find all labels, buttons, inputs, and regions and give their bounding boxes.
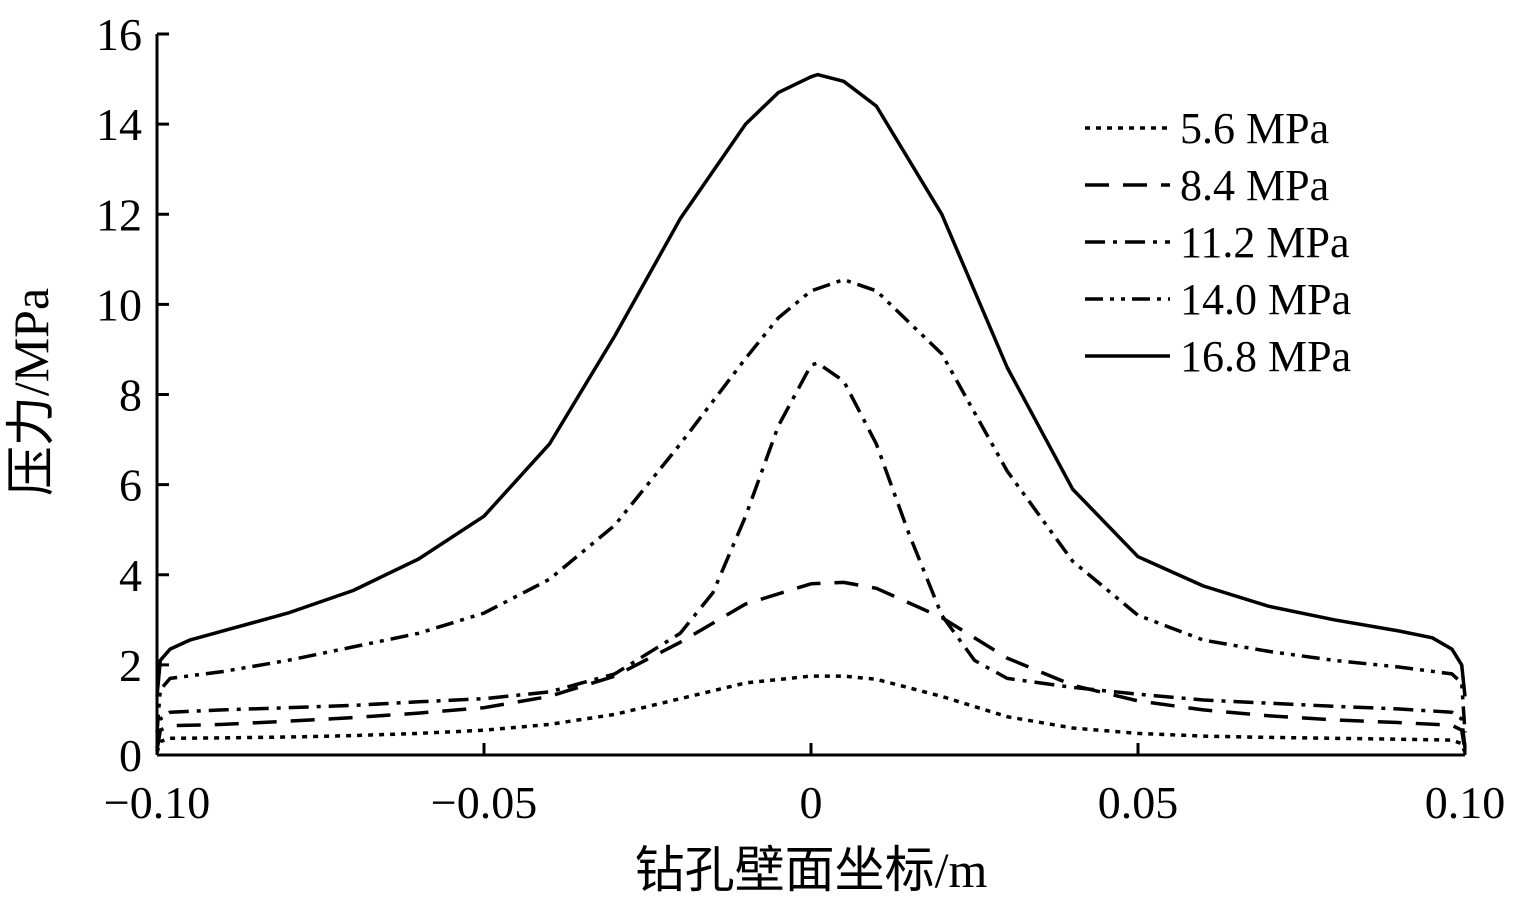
y-tick-label: 10 xyxy=(96,279,142,330)
legend-label-1: 5.6 MPa xyxy=(1180,104,1329,153)
x-tick-label: 0.05 xyxy=(1098,777,1179,828)
legend-label-2: 8.4 MPa xyxy=(1180,161,1329,210)
legend-label-4: 14.0 MPa xyxy=(1180,275,1351,324)
y-ticks: 0 2 4 6 8 10 12 14 16 xyxy=(96,9,169,781)
y-tick-label: 14 xyxy=(96,99,142,150)
legend-label-3: 11.2 MPa xyxy=(1180,218,1350,267)
plot-area: −0.10 −0.05 0 0.05 0.10 0 2 4 6 8 10 12 14 16 5.6 MP… xyxy=(96,9,1505,828)
y-tick-label: 4 xyxy=(119,550,142,601)
y-tick-label: 6 xyxy=(119,460,142,511)
x-tick-label: 0 xyxy=(800,777,823,828)
x-ticks: −0.10 −0.05 0 0.05 0.10 xyxy=(104,743,1505,828)
series-line-3 xyxy=(155,361,1467,749)
series-lines xyxy=(155,72,1467,754)
y-tick-label: 8 xyxy=(119,370,142,421)
series-line-2 xyxy=(155,580,1467,751)
y-axis-title: 压力/MPa xyxy=(3,288,59,496)
y-tick-label: 16 xyxy=(96,9,142,60)
series-line-1 xyxy=(155,674,1467,754)
y-tick-label: 0 xyxy=(119,730,142,781)
x-tick-label: −0.05 xyxy=(431,777,537,828)
x-axis-title: 钻孔壁面坐标/m xyxy=(635,842,988,898)
x-tick-label: −0.10 xyxy=(104,777,210,828)
legend: 5.6 MPa 8.4 MPa 11.2 MPa 14.0 MPa 16.8 MPa xyxy=(1085,104,1351,381)
legend-label-5: 16.8 MPa xyxy=(1180,332,1351,381)
series-line-5 xyxy=(155,72,1467,697)
y-tick-label: 2 xyxy=(119,640,142,691)
series-line-4 xyxy=(155,277,1467,733)
y-tick-label: 12 xyxy=(96,189,142,240)
x-tick-label: 0.10 xyxy=(1425,777,1506,828)
